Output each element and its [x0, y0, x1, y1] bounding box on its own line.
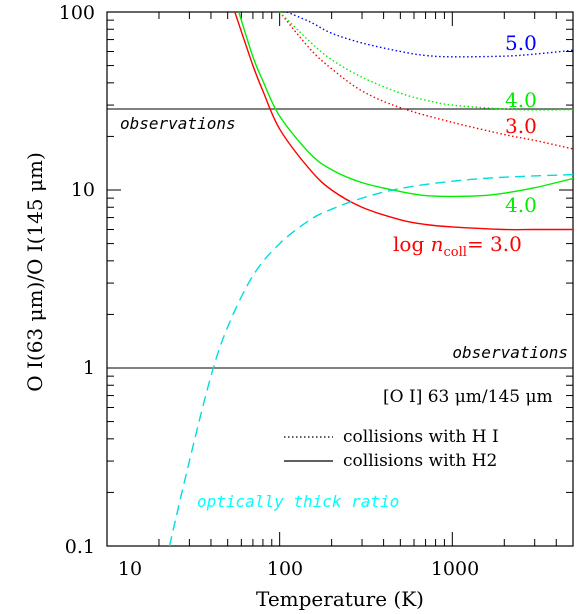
- x-axis-title: Temperature (K): [256, 587, 424, 611]
- y-axis-title: O I(63 μm)/O I(145 μm): [23, 152, 47, 392]
- plot-frame: [106, 11, 574, 547]
- series-line-4: [286, 12, 573, 58]
- optically-thick-label: optically thick ratio: [197, 492, 399, 511]
- x-tick-label-1000: 1000: [431, 558, 479, 580]
- y-tick-label-1: 1: [83, 357, 95, 379]
- observations-label-lower: observations: [452, 343, 568, 362]
- y-tick-label-10: 10: [71, 179, 95, 201]
- observations-label-upper: observations: [120, 114, 236, 133]
- curve-label-h2-4: 4.0: [505, 193, 537, 217]
- series-line-0: [234, 12, 573, 231]
- axis-ticks: [106, 11, 574, 547]
- curve-label-suffix: = 3.0: [467, 232, 522, 256]
- series-line-1: [238, 12, 573, 198]
- x-tick-label-10: 10: [118, 558, 142, 580]
- legend-h2-label: collisions with H2: [343, 451, 497, 471]
- curve-label-hi-3: 3.0: [505, 114, 537, 138]
- curve-label-hi-5: 5.0: [505, 31, 537, 55]
- curve-label-h2-3: log ncoll= 3.0: [393, 232, 522, 260]
- y-tick-label-100: 100: [59, 2, 95, 24]
- curve-label-hi-4: 4.0: [505, 88, 537, 112]
- x-tick-label-100: 100: [267, 558, 303, 580]
- curve-label-var: n: [431, 232, 444, 256]
- series-line-2: [279, 12, 573, 150]
- y-tick-label-0.1: 0.1: [65, 536, 95, 558]
- legend-hi-label: collisions with H I: [343, 427, 499, 447]
- series-line-5: [168, 173, 573, 546]
- observation-lines: [107, 108, 573, 369]
- curve-label-sub: coll: [444, 245, 467, 260]
- curves: [168, 12, 573, 546]
- series-line-3: [279, 12, 573, 111]
- legend-title: [O I] 63 μm/145 μm: [383, 387, 553, 407]
- curve-label-prefix: log: [393, 232, 431, 256]
